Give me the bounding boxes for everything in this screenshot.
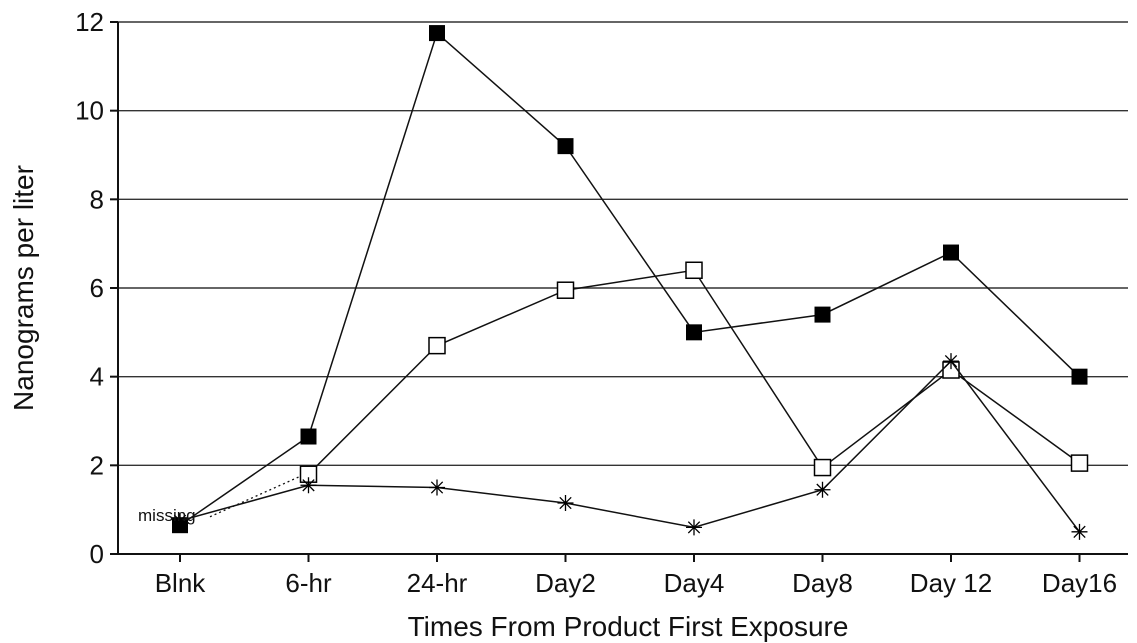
data-point — [172, 512, 188, 529]
y-tick-label: 6 — [90, 273, 104, 303]
data-point — [556, 281, 575, 299]
series-3 — [172, 353, 1088, 540]
x-tick-label: Day4 — [664, 568, 725, 598]
x-tick-label: 24-hr — [407, 568, 468, 598]
series-line — [307, 269, 1080, 475]
data-point — [557, 138, 574, 155]
x-axis-title: Times From Product First Exposure — [408, 611, 849, 642]
x-tick-label: Day8 — [792, 568, 853, 598]
missing-connector — [209, 475, 301, 518]
data-point — [686, 324, 702, 341]
x-tick-label: Day16 — [1042, 568, 1117, 598]
data-point — [685, 261, 703, 280]
data-point — [686, 519, 702, 536]
x-tick-label: Blnk — [155, 568, 207, 598]
data-point — [943, 244, 959, 261]
series-line — [179, 360, 1081, 533]
y-tick-label: 2 — [90, 450, 104, 480]
series-layer — [172, 25, 1089, 540]
y-tick-label: 10 — [75, 96, 104, 126]
data-point — [557, 495, 574, 512]
y-tick-labels: 0 2 4 6 8 10 12 — [75, 7, 104, 569]
y-axis-title: Nanograms per liter — [8, 165, 39, 411]
x-tick-label: Day 12 — [910, 568, 992, 598]
y-tick-label: 8 — [90, 184, 104, 214]
data-point — [813, 458, 832, 477]
y-tick-label: 0 — [90, 539, 104, 569]
y-tick-label: 12 — [75, 7, 104, 37]
series-2 — [299, 261, 1089, 483]
data-point — [814, 306, 831, 323]
axes — [117, 22, 1128, 555]
annotation-layer: missing — [138, 475, 301, 525]
data-point — [1070, 454, 1089, 472]
data-point — [1071, 368, 1088, 385]
gridlines — [110, 21, 1128, 555]
x-tick-label: 6-hr — [285, 568, 332, 598]
x-tick-label: Day2 — [535, 568, 596, 598]
data-point — [1071, 523, 1088, 540]
data-point — [814, 481, 831, 498]
missing-annotation: missing — [138, 506, 196, 525]
data-point — [429, 479, 445, 496]
data-point — [300, 428, 317, 445]
series-1 — [172, 25, 1088, 534]
data-point — [943, 353, 959, 370]
data-point — [300, 477, 317, 494]
data-point — [428, 336, 446, 355]
data-point — [429, 25, 445, 42]
y-tick-label: 4 — [90, 362, 104, 392]
series-line — [179, 31, 1081, 526]
x-tick-labels: Blnk 6-hr 24-hr Day2 Day4 Day8 Day 12 Day16 — [155, 554, 1117, 598]
